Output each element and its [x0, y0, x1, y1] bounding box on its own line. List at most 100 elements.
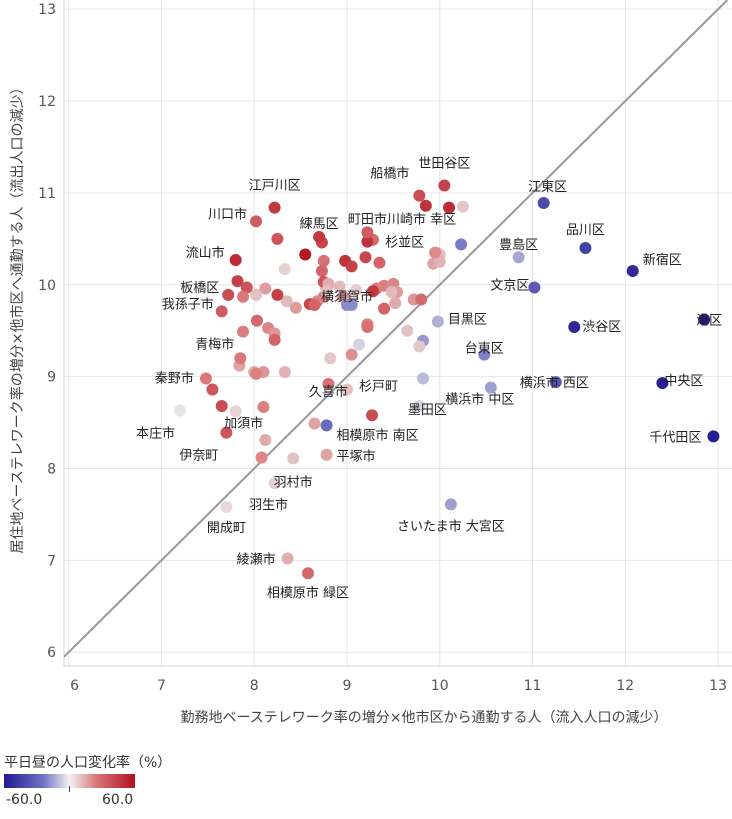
point-label: 町田市 [348, 211, 387, 227]
labeled-data-point [444, 498, 457, 511]
point-label: 加須市 [224, 416, 263, 432]
data-point [257, 400, 270, 413]
x-tick-label: 6 [70, 678, 79, 694]
point-label: 杉戸町 [359, 379, 398, 394]
labeled-data-point [512, 251, 525, 264]
labeled-data-point [173, 404, 186, 417]
labeled-data-point [222, 288, 235, 301]
data-point [333, 280, 346, 293]
labeled-data-point [229, 405, 242, 418]
data-point [413, 340, 426, 353]
x-tick-label: 11 [524, 678, 542, 694]
labeled-data-point [281, 552, 294, 565]
labeled-data-point [220, 501, 233, 514]
y-tick-label: 9 [47, 370, 56, 386]
y-axis-title: 居住地ベーステレワーク率の増分×他市区へ通勤する人（流出人口の減少） [9, 80, 26, 553]
data-point [415, 293, 428, 306]
y-tick-label: 11 [38, 186, 56, 202]
data-point [456, 200, 469, 213]
y-tick-label: 12 [38, 94, 56, 110]
data-point [401, 324, 414, 337]
data-point [237, 325, 250, 338]
labeled-data-point [340, 298, 353, 311]
data-point [250, 367, 263, 380]
data-point [299, 248, 312, 261]
data-point [359, 251, 372, 264]
y-tick-label: 6 [47, 645, 56, 661]
labeled-data-point [320, 419, 333, 432]
y-tick-label: 13 [38, 2, 56, 18]
data-point [385, 286, 398, 299]
labeled-data-point [429, 246, 442, 259]
x-tick-label: 8 [250, 678, 259, 694]
labeled-data-point [413, 400, 426, 413]
data-point [373, 256, 386, 269]
point-label: 開成町 [207, 521, 246, 536]
point-label: 川口市 [208, 206, 247, 222]
point-label: 青梅市 [195, 336, 234, 352]
x-tick-label: 12 [616, 678, 634, 694]
data-point [378, 302, 391, 315]
data-point [250, 314, 263, 327]
point-label: 久喜市 [309, 384, 348, 400]
labeled-data-point [478, 348, 491, 361]
legend-min-label: -60.0 [6, 792, 43, 808]
data-point [271, 232, 284, 245]
point-label: 新宿区 [643, 252, 682, 268]
data-point [419, 199, 432, 212]
labeled-data-point [220, 426, 233, 439]
data-point [255, 451, 268, 464]
labeled-data-point [268, 477, 281, 490]
point-label: 本庄市 [136, 426, 175, 442]
data-point [308, 298, 321, 311]
labeled-data-point [431, 315, 444, 328]
data-point [278, 366, 291, 379]
point-label: 世田谷区 [418, 157, 470, 172]
point-label: 羽生市 [249, 497, 288, 513]
data-point [278, 263, 291, 276]
labeled-data-point [234, 352, 247, 365]
data-point [289, 301, 302, 314]
point-label: 目黒区 [448, 313, 487, 328]
point-label: 港区 [696, 314, 722, 329]
labeled-data-point [199, 372, 212, 385]
data-point [389, 297, 402, 310]
data-point [353, 338, 366, 351]
data-point [315, 264, 328, 277]
point-label: 杉並区 [385, 236, 424, 251]
y-tick-label: 8 [47, 461, 56, 477]
y-tick-label: 7 [47, 553, 56, 569]
labeled-data-point [707, 430, 720, 443]
point-label: 江東区 [528, 179, 567, 195]
tick-labels: 6 7 8 9 10 11 12 13 6 7 8 9 10 11 12 13 [38, 2, 727, 694]
x-axis-title: 勤務地ベーステレワーク率の増分×他市区から通勤する人（流入人口の減少） [180, 709, 667, 726]
labeled-data-point [268, 201, 281, 214]
labeled-data-point [549, 376, 562, 389]
data-point [366, 409, 379, 422]
point-label: 横浜市 西区 [520, 375, 589, 391]
point-label: 板橋区 [180, 281, 219, 296]
data-point [240, 281, 253, 294]
data-point [280, 295, 293, 308]
data-point [366, 285, 379, 298]
data-point [215, 400, 228, 413]
labeled-data-point [413, 189, 426, 202]
x-tick-label: 13 [709, 678, 727, 694]
labeled-data-point [229, 253, 242, 266]
labeled-data-point [579, 242, 592, 255]
point-label: 渋谷区 [582, 320, 621, 335]
labeled-data-point [361, 226, 374, 239]
data-point [345, 260, 358, 273]
data-point [237, 290, 250, 303]
legend-max-label: 60.0 [102, 792, 134, 808]
data-point [345, 348, 358, 361]
labeled-data-point [302, 567, 315, 580]
labeled-data-point [455, 238, 468, 251]
point-label: 相模原市 緑区 [267, 585, 349, 601]
data-point [417, 372, 430, 385]
data-point [317, 254, 330, 267]
point-label: 中央区 [664, 374, 703, 389]
labeled-data-point [320, 448, 333, 461]
data-point [259, 282, 272, 295]
